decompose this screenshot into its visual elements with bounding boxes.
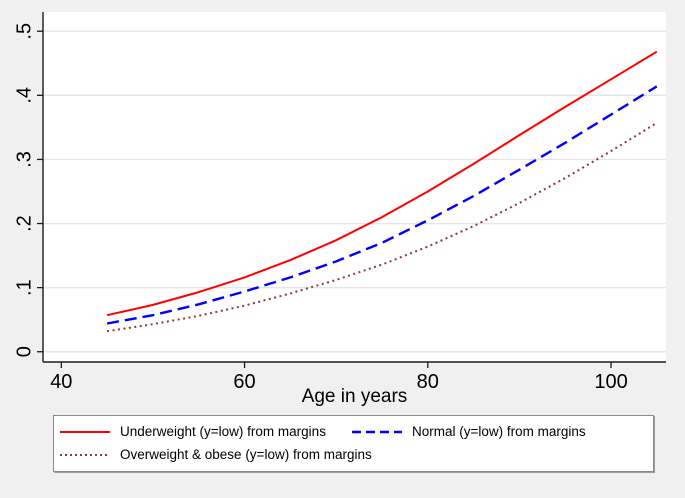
plot-canvas: 0 .1 .2 .3 .4 .5 40 60 80 100: [13, 12, 666, 393]
x-tick-label: 100: [594, 371, 627, 393]
legend-label-normal: Normal (y=low) from margins: [412, 424, 586, 439]
x-tick-label: 80: [417, 371, 439, 393]
legend-item-underweight: Underweight (y=low) from margins: [59, 423, 351, 440]
legend-line-dotted-maroon: [60, 453, 110, 456]
series-line-0: [106, 50, 658, 317]
legend-item-normal: Normal (y=low) from margins: [351, 423, 653, 440]
legend-item-overweight-obese: Overweight & obese (y=low) from margins: [59, 446, 372, 463]
legend-line-solid-red: [60, 430, 110, 433]
x-tick-label: 40: [50, 371, 72, 393]
y-tick-label: .1: [13, 279, 35, 296]
x-axis-title: Age in years: [301, 386, 408, 407]
plot-area: [43, 12, 666, 362]
legend: Underweight (y=low) from margins Normal …: [53, 415, 654, 472]
y-tick-label: .4: [13, 87, 35, 104]
y-tick-label: .5: [13, 23, 35, 40]
y-tick-label: .3: [13, 151, 35, 168]
series-line-1: [106, 85, 658, 325]
y-tick-label: .2: [13, 215, 35, 232]
legend-label-overweight-obese: Overweight & obese (y=low) from margins: [120, 447, 372, 462]
y-tick-label: 0: [13, 346, 35, 357]
legend-line-dashed-blue: [352, 430, 402, 433]
x-tick-label: 60: [233, 371, 255, 393]
legend-label-underweight: Underweight (y=low) from margins: [120, 424, 326, 439]
